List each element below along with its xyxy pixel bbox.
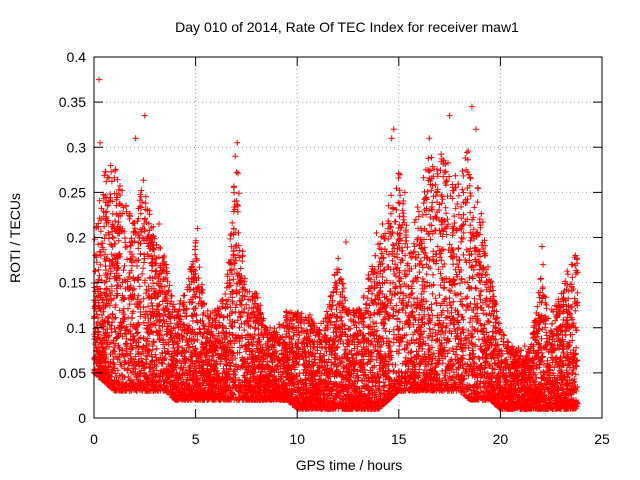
tick-labels: 0 0.05 0.1 0.15 0.2 0.25 0.3 0.35 0.4 0 5 10 15 20 25 [59, 49, 610, 447]
x-axis-label: GPS time / hours [296, 457, 403, 473]
x-tick-label: 25 [594, 431, 610, 447]
outlier-point [539, 243, 546, 250]
y-tick-label: 0.15 [59, 275, 86, 291]
y-tick-label: 0.25 [59, 184, 86, 200]
outlier-point [473, 126, 480, 133]
x-tick-label: 20 [493, 431, 509, 447]
roti-sample-markers [91, 148, 581, 412]
outlier-point [572, 252, 579, 259]
outlier-point [540, 261, 547, 268]
outlier-point [141, 112, 148, 119]
outlier-point [342, 239, 349, 246]
y-tick-label: 0.05 [59, 365, 86, 381]
outlier-point [232, 153, 239, 160]
y-tick-label: 0.35 [59, 94, 86, 110]
outlier-point [401, 189, 408, 196]
outlier-point [156, 220, 163, 227]
outlier-point [373, 229, 380, 236]
outlier-point [446, 112, 453, 119]
outlier-point [132, 135, 139, 142]
y-axis-label: ROTI / TECUs [7, 193, 23, 283]
outlier-point [194, 225, 201, 232]
outlier-point [388, 135, 395, 142]
x-tick-label: 10 [289, 431, 305, 447]
x-tick-label: 15 [391, 431, 407, 447]
y-tick-label: 0 [78, 410, 86, 426]
outlier-point [468, 103, 475, 110]
chart-title: Day 010 of 2014, Rate Of TEC Index for r… [175, 19, 519, 35]
outlier-point [97, 139, 104, 146]
outlier-point [96, 76, 103, 83]
y-tick-label: 0.2 [67, 230, 87, 246]
y-tick-label: 0.1 [67, 320, 87, 336]
y-tick-label: 0.4 [67, 49, 87, 65]
x-tick-label: 5 [192, 431, 200, 447]
data-points [91, 76, 581, 412]
x-tick-label: 0 [90, 431, 98, 447]
outlier-point [426, 135, 433, 142]
y-tick-label: 0.3 [67, 139, 87, 155]
outlier-point [234, 139, 241, 146]
axis-ticks [93, 56, 603, 419]
outlier-point [390, 126, 397, 133]
